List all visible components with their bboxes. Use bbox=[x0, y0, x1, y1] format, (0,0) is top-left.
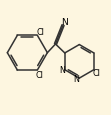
Text: Cl: Cl bbox=[36, 70, 44, 79]
Text: Cl: Cl bbox=[92, 69, 100, 78]
Text: N: N bbox=[74, 75, 80, 83]
Text: Cl: Cl bbox=[36, 27, 44, 36]
Text: N: N bbox=[61, 18, 68, 27]
Text: N: N bbox=[60, 65, 66, 74]
